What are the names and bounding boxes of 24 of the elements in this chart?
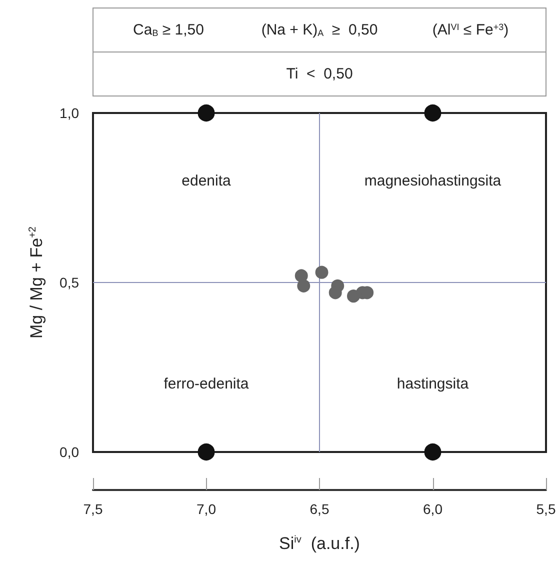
y-axis-title: Mg / Mg + Fe+2 [27, 226, 46, 339]
annotation: edenita [182, 172, 232, 190]
text: (Na + K)A ≥ 0,50 [261, 22, 378, 38]
point [198, 104, 215, 122]
point [315, 266, 328, 279]
annotation: magnesiohastingsita [364, 172, 502, 190]
point [294, 269, 308, 282]
y-tick-label: 0,5 [60, 274, 80, 290]
point [198, 444, 215, 460]
x-tick-label: 7,0 [196, 501, 216, 517]
annotation: ferro-edenita [164, 376, 250, 393]
y-tick-label: 1,0 [60, 105, 80, 121]
text: CaB ≥ 1,50 [133, 22, 204, 38]
point [297, 279, 310, 292]
x-tick-label: 5,5 [536, 501, 556, 517]
text: Ti < 0,50 [286, 66, 353, 82]
x-tick-label: 6,0 [423, 501, 443, 517]
point [424, 104, 442, 122]
point [424, 444, 442, 460]
point [328, 286, 342, 300]
annotation: hastingsita [396, 376, 470, 393]
x-tick-label: 6,5 [310, 501, 330, 517]
y-tick-label: 0,0 [60, 444, 80, 460]
x-tick-label: 7,5 [83, 501, 103, 517]
